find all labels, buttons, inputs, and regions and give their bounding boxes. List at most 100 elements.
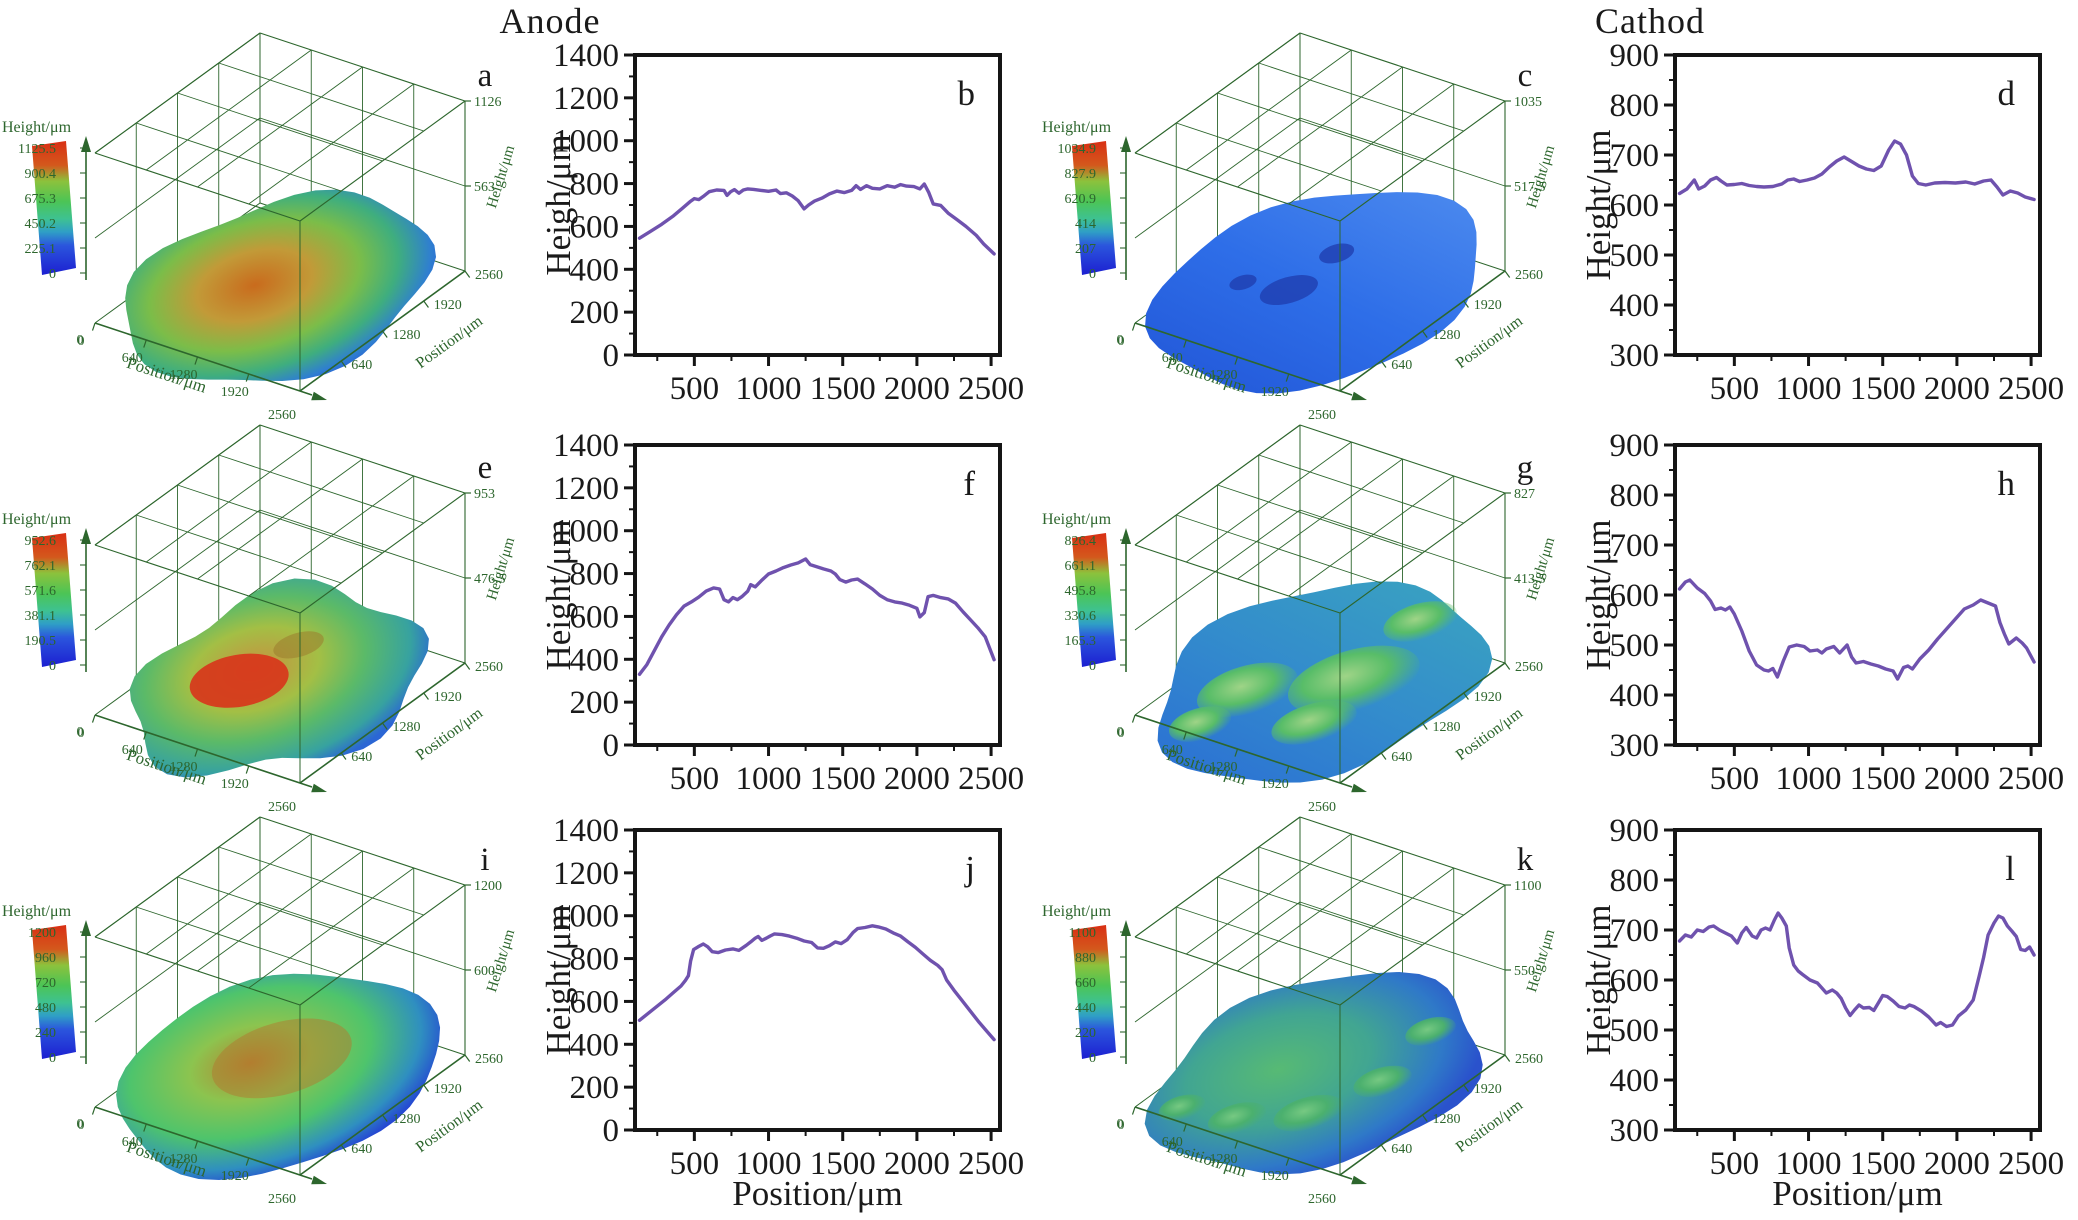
svg-text:1280: 1280 [1433,720,1461,735]
svg-text:700: 700 [1610,528,1660,564]
svg-text:1500: 1500 [810,1146,876,1182]
svg-text:1920: 1920 [1474,690,1502,705]
svg-text:1920: 1920 [1474,1082,1502,1097]
svg-text:Position/μm: Position/μm [413,312,486,372]
svg-text:1000: 1000 [1776,1146,1842,1182]
svg-text:165.3: 165.3 [1065,634,1097,649]
svg-text:1920: 1920 [1261,385,1289,400]
svg-text:Height/μm: Height/μm [2,903,72,920]
svg-text:Position/μm: Position/μm [1772,1174,1942,1213]
svg-text:0: 0 [1118,1118,1125,1133]
svg-text:1920: 1920 [221,1169,249,1184]
svg-text:1280: 1280 [393,328,421,343]
svg-text:1280: 1280 [170,1152,198,1167]
svg-text:1280: 1280 [170,760,198,775]
panel-l-profile: 300 400 500 600 700 800 900 500 1000 1500 2000 2500… [1580,800,2078,1215]
svg-text:450.2: 450.2 [25,217,57,232]
svg-text:640: 640 [1162,743,1183,758]
svg-text:2000: 2000 [1924,1146,1990,1182]
svg-text:827.9: 827.9 [1065,167,1097,182]
svg-text:Height/μm: Height/μm [1524,535,1558,602]
svg-text:640: 640 [1391,1142,1412,1157]
svg-text:e: e [478,450,493,486]
svg-text:600: 600 [1610,963,1660,999]
svg-text:500: 500 [1710,1146,1760,1182]
svg-text:330.6: 330.6 [1065,609,1097,624]
panel-e-3d-surface: 0 640 1280 1920 2560 Position/μm 2560 1920 1280 6… [0,420,520,820]
svg-text:2560: 2560 [268,1192,296,1207]
svg-text:300: 300 [1610,728,1660,764]
svg-text:2560: 2560 [1308,1192,1336,1207]
svg-text:1280: 1280 [1210,760,1238,775]
svg-text:1000: 1000 [736,761,802,797]
svg-text:200: 200 [570,295,620,331]
svg-text:Height/μm: Height/μm [540,520,578,671]
svg-text:1000: 1000 [553,124,619,160]
svg-text:600: 600 [570,599,620,635]
svg-text:Height/μm: Height/μm [2,511,72,528]
svg-text:1500: 1500 [810,371,876,407]
svg-text:550: 550 [1514,964,1535,979]
svg-text:1920: 1920 [221,777,249,792]
svg-text:640: 640 [1162,1135,1183,1150]
svg-text:1200: 1200 [553,856,619,892]
svg-text:0: 0 [77,1117,84,1132]
svg-text:1280: 1280 [1433,1112,1461,1127]
svg-text:1280: 1280 [1210,368,1238,383]
svg-text:0: 0 [1089,267,1096,282]
svg-text:0: 0 [49,1051,56,1066]
svg-text:2000: 2000 [884,761,950,797]
svg-text:1125.5: 1125.5 [18,142,56,157]
svg-text:1920: 1920 [434,1082,462,1097]
svg-text:Height/μm: Height/μm [484,535,518,602]
svg-text:Position/μm: Position/μm [1453,704,1526,764]
column-header-anode: Anode [499,1,601,41]
panel-b-profile: 0 200 400 600 800 1000 1200 1400 500 1000 1500 2000… [540,25,1040,440]
svg-text:Height/μm: Height/μm [1580,130,1618,281]
svg-text:700: 700 [1610,138,1660,174]
panel-k-3d-surface: 0 640 1280 1920 2560 Position/μm 2560 1920 1280 6… [1040,812,1560,1212]
svg-text:2500: 2500 [958,761,1024,797]
svg-text:640: 640 [351,750,372,765]
svg-text:1400: 1400 [553,428,619,464]
svg-text:0: 0 [1118,726,1125,741]
svg-text:2560: 2560 [1308,800,1336,815]
svg-text:500: 500 [670,1146,720,1182]
svg-text:1280: 1280 [1433,328,1461,343]
surface-plot-g: 0 640 1280 1920 2560 Position/μm 2560 1920 1280 6… [1042,424,1558,815]
svg-text:1400: 1400 [553,38,619,74]
svg-text:800: 800 [1610,478,1660,514]
svg-text:190.5: 190.5 [25,634,57,649]
svg-text:600: 600 [474,964,495,979]
svg-text:2560: 2560 [1308,408,1336,423]
svg-text:827: 827 [1514,487,1535,502]
svg-text:640: 640 [122,351,143,366]
svg-text:Position/μm: Position/μm [1453,1096,1526,1156]
svg-text:400: 400 [1610,1063,1660,1099]
svg-text:640: 640 [122,1135,143,1150]
svg-text:Height/μm: Height/μm [1524,143,1558,210]
panel-i-3d-surface: 0 640 1280 1920 2560 Position/μm 2560 1920 1280 6… [0,812,520,1212]
svg-text:300: 300 [1610,338,1660,374]
svg-text:1920: 1920 [1261,777,1289,792]
panel-d-profile: 300 400 500 600 700 800 900 500 1000 1500 2000 2500… [1580,25,2078,440]
svg-text:2560: 2560 [475,268,503,283]
svg-text:2560: 2560 [475,1052,503,1067]
svg-text:0: 0 [1117,333,1124,348]
svg-text:1126: 1126 [474,95,501,110]
svg-text:640: 640 [1391,750,1412,765]
svg-text:1280: 1280 [393,1112,421,1127]
svg-text:Height/μm: Height/μm [1580,905,1618,1056]
svg-text:Height/μm: Height/μm [1042,119,1112,136]
svg-text:495.8: 495.8 [1065,584,1097,599]
svg-text:2560: 2560 [1515,1052,1543,1067]
svg-text:2560: 2560 [475,660,503,675]
svg-text:500: 500 [1610,1013,1660,1049]
svg-text:200: 200 [570,1070,620,1106]
svg-text:1280: 1280 [170,368,198,383]
svg-text:a: a [478,58,493,94]
svg-text:960: 960 [35,951,56,966]
svg-text:720: 720 [35,976,56,991]
panel-j-profile: 0 200 400 600 800 1000 1200 1400 500 1000 1500 2000… [540,800,1040,1215]
